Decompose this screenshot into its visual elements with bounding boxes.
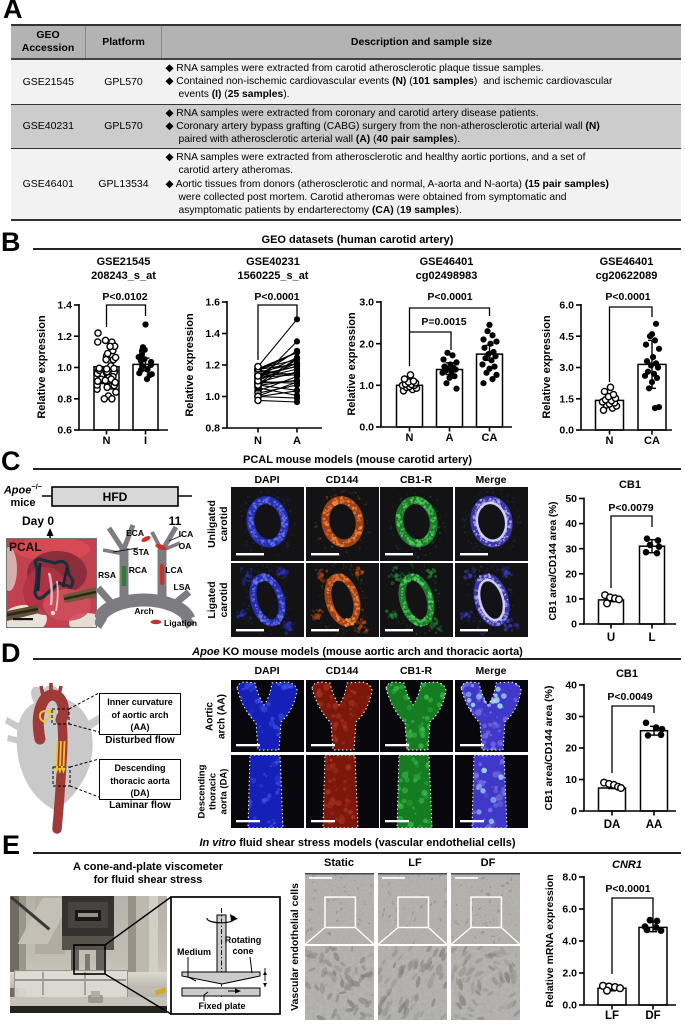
svg-text:0.0: 0.0: [559, 425, 574, 437]
svg-text:Relative expression: Relative expression: [346, 312, 358, 416]
svg-text:LSA: LSA: [174, 582, 191, 592]
svg-text:P=0.0015: P=0.0015: [421, 316, 466, 328]
svg-text:RSA: RSA: [98, 570, 116, 580]
svg-text:0.0: 0.0: [359, 422, 374, 434]
svg-text:HFD: HFD: [103, 490, 128, 504]
svg-text:11: 11: [169, 514, 182, 528]
svg-text:CB1 area/CD144 area (%): CB1 area/CD144 area (%): [548, 502, 559, 621]
svg-text:Relative mRNA expression: Relative mRNA expression: [544, 874, 556, 1007]
svg-text:cg02498983: cg02498983: [416, 270, 478, 282]
svg-text:N: N: [103, 435, 111, 447]
svg-text:Rotating: Rotating: [225, 935, 262, 945]
svg-text:3.0: 3.0: [559, 362, 574, 374]
svg-text:GSE40231: GSE40231: [246, 256, 300, 268]
svg-text:50: 50: [565, 493, 577, 505]
svg-text:DA: DA: [604, 819, 621, 831]
svg-text:CA: CA: [482, 432, 498, 444]
svg-text:8.0: 8.0: [562, 872, 577, 884]
svg-text:GSE46401: GSE46401: [600, 256, 654, 268]
svg-text:CB1: CB1: [616, 668, 638, 680]
svg-text:N: N: [406, 432, 414, 444]
svg-text:OA: OA: [179, 541, 192, 551]
svg-text:U: U: [607, 632, 615, 644]
svg-text:0: 0: [571, 806, 577, 818]
svg-text:2.0: 2.0: [359, 338, 374, 350]
svg-text:GSE46401: GSE46401: [420, 256, 474, 268]
svg-text:1.2: 1.2: [57, 331, 72, 343]
svg-text:AA: AA: [646, 819, 663, 831]
svg-text:4.5: 4.5: [559, 331, 574, 343]
svg-text:Arch: Arch: [134, 606, 153, 616]
svg-text:P<0.0001: P<0.0001: [254, 291, 299, 303]
svg-text:Medium: Medium: [177, 947, 211, 957]
svg-text:30: 30: [565, 543, 577, 555]
svg-text:0.0: 0.0: [562, 1000, 577, 1012]
svg-text:6.0: 6.0: [559, 300, 574, 312]
svg-text:Relative expression: Relative expression: [184, 313, 196, 417]
svg-text:10: 10: [565, 774, 577, 786]
svg-text:3.0: 3.0: [359, 297, 374, 309]
svg-text:P<0.0079: P<0.0079: [608, 502, 653, 514]
svg-text:cg20622089: cg20622089: [596, 270, 658, 282]
svg-text:LCA: LCA: [165, 565, 182, 575]
svg-text:ECA: ECA: [126, 528, 144, 538]
svg-text:CNR1: CNR1: [612, 859, 642, 871]
svg-text:Day 0: Day 0: [22, 514, 54, 528]
svg-text:20: 20: [565, 568, 577, 580]
svg-text:P<0.0102: P<0.0102: [102, 291, 147, 303]
svg-text:1560225_s_at: 1560225_s_at: [238, 270, 309, 282]
svg-text:0: 0: [571, 619, 577, 631]
svg-text:1.0: 1.0: [57, 362, 72, 374]
svg-text:1.2: 1.2: [205, 360, 220, 372]
svg-text:STA: STA: [133, 547, 149, 557]
svg-text:10: 10: [565, 594, 577, 606]
svg-text:ICA: ICA: [179, 529, 194, 539]
svg-text:Fixed plate: Fixed plate: [198, 1001, 245, 1011]
svg-text:GSE21545: GSE21545: [97, 256, 151, 268]
svg-text:CB1 area/CD144 area (%): CB1 area/CD144 area (%): [543, 686, 555, 811]
svg-text:1.0: 1.0: [359, 380, 374, 392]
svg-text:30: 30: [565, 711, 577, 723]
svg-text:RCA: RCA: [129, 565, 147, 575]
svg-text:N: N: [254, 435, 262, 447]
svg-text:1.4: 1.4: [205, 328, 220, 340]
svg-text:0.8: 0.8: [57, 393, 72, 405]
svg-text:0.8: 0.8: [205, 423, 220, 435]
svg-text:cone: cone: [232, 946, 253, 956]
svg-text:L: L: [648, 632, 655, 644]
svg-text:P<0.0001: P<0.0001: [427, 291, 472, 303]
svg-text:0.6: 0.6: [57, 425, 72, 437]
svg-text:P<0.0049: P<0.0049: [607, 691, 652, 703]
svg-text:40: 40: [565, 680, 577, 692]
svg-text:N: N: [606, 435, 614, 447]
svg-text:CB1: CB1: [619, 479, 641, 491]
svg-text:CA: CA: [644, 435, 660, 447]
svg-text:1.5: 1.5: [559, 393, 574, 405]
svg-text:Relative expression: Relative expression: [36, 315, 48, 419]
svg-text:40: 40: [565, 518, 577, 530]
svg-text:P<0.0001: P<0.0001: [605, 291, 650, 303]
svg-text:1.0: 1.0: [205, 391, 220, 403]
svg-text:6.0: 6.0: [562, 904, 577, 916]
svg-text:1.6: 1.6: [205, 297, 220, 309]
svg-text:A: A: [293, 435, 301, 447]
svg-text:I: I: [144, 435, 147, 447]
svg-text:P<0.0001: P<0.0001: [605, 883, 650, 895]
svg-text:LF: LF: [605, 1010, 619, 1022]
svg-text:1.4: 1.4: [57, 300, 72, 312]
svg-text:A: A: [446, 432, 454, 444]
svg-text:2.0: 2.0: [562, 968, 577, 980]
svg-text:Relative expression: Relative expression: [541, 315, 553, 419]
svg-text:20: 20: [565, 743, 577, 755]
svg-text:208243_s_at: 208243_s_at: [91, 270, 156, 282]
svg-text:Ligation: Ligation: [164, 618, 197, 628]
svg-text:4.0: 4.0: [562, 936, 577, 948]
svg-text:DF: DF: [645, 1010, 660, 1022]
svg-text:PCAL: PCAL: [9, 540, 42, 554]
